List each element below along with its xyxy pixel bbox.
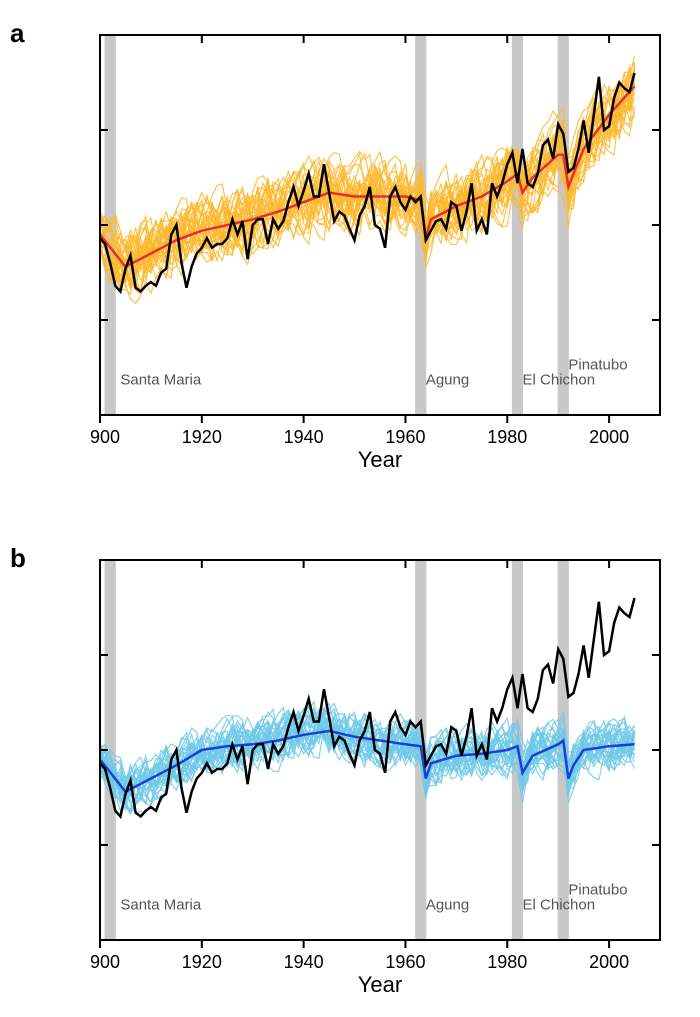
xtick-label: 1960: [385, 427, 425, 447]
chart-svg-a: Santa Maria Agung El ChichonPinatubo 1900 19…: [90, 30, 670, 485]
event-label-pinatubo: Pinatubo: [568, 881, 627, 898]
x-axis-title: Year: [358, 972, 402, 997]
event-label-pinatubo: Pinatubo: [568, 356, 627, 373]
figure-container: a b Santa MariaAgungEl ChichonPinatubo19…: [0, 0, 700, 1017]
event-label-santa-maria: Santa Maria: [120, 372, 202, 389]
observations-line: [100, 598, 635, 817]
xtick-label: 2000: [589, 427, 629, 447]
chart-svg-b: Santa Maria Agung El ChichonPinatubo 1900 19…: [90, 555, 670, 1010]
event-band-pinatubo: [558, 35, 569, 415]
chart-panel-a: Santa Maria Agung El ChichonPinatubo 1900 19…: [90, 30, 670, 450]
xtick-label: 1960: [385, 952, 425, 972]
event-label-el-chichon: El Chichon: [523, 897, 596, 914]
observations-line: [100, 73, 635, 292]
xtick-label: 1920: [182, 427, 222, 447]
xtick-label: 1980: [487, 427, 527, 447]
xtick-label: 1900: [90, 952, 120, 972]
xtick-label: 1940: [284, 952, 324, 972]
xtick-label: 2000: [589, 952, 629, 972]
xtick-label: 1940: [284, 427, 324, 447]
event-label-el-chichon: El Chichon: [523, 372, 596, 389]
xtick-label: 1900: [90, 427, 120, 447]
event-label-agung: Agung: [426, 372, 469, 389]
panel-label-a: a: [10, 18, 24, 49]
event-label-santa-maria: Santa Maria: [120, 897, 202, 914]
xtick-label: 1920: [182, 952, 222, 972]
panel-label-b: b: [10, 543, 26, 574]
chart-panel-b: Santa Maria Agung El ChichonPinatubo 1900 19…: [90, 555, 670, 975]
xtick-label: 1980: [487, 952, 527, 972]
event-label-agung: Agung: [426, 897, 469, 914]
x-axis-title: Year: [358, 447, 402, 472]
